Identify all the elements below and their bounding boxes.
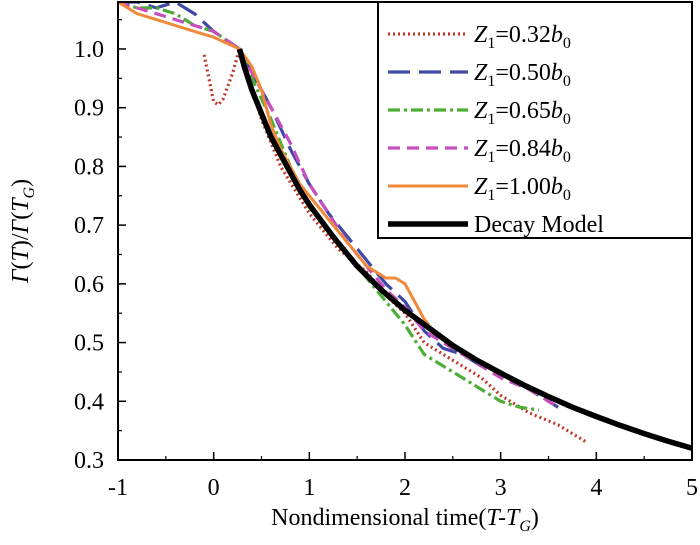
x-tick-label: 5 [686,475,698,501]
x-ticks: -1 0 1 2 3 4 5 [108,452,698,501]
y-tick-label: 0.3 [74,448,104,474]
x-tick-label: 3 [495,475,507,501]
legend-label-4: Z1=0.84b0 [474,136,571,166]
y-axis-title: Γ(T)/Γ(TG) [8,179,38,284]
legend-label-2: Z1=0.50b0 [474,60,571,90]
x-tick-label: -1 [108,475,128,501]
y-tick-label: 1.0 [74,37,104,63]
y-tick-label: 0.5 [74,331,104,357]
series-layer [118,2,692,451]
series-line-5 [118,2,431,326]
x-tick-label: 0 [208,475,220,501]
y-tick-label: 0.6 [74,272,104,298]
legend-label-5: Z1=1.00b0 [474,174,571,204]
legend-label-1: Z1=0.32b0 [474,22,571,52]
x-tick-label: 1 [303,475,315,501]
y-tick-label: 0.4 [74,389,104,415]
legend-box [377,1,693,239]
legend-label-3: Z1=0.65b0 [474,98,571,128]
series-line-6 [236,48,692,451]
legend-label-6: Decay Model [474,212,604,238]
y-tick-label: 0.8 [74,154,104,180]
legend: Z1=0.32b0 Z1=0.50b0 Z1=0.65b0 Z1=0.84b0 Z1=1… [377,1,693,239]
series-line-1 [202,47,588,444]
x-tick-label: 4 [590,475,602,501]
y-tick-label: 0.9 [74,96,104,122]
y-ticks: 0.3 0.4 0.5 0.6 0.7 0.8 0.9 1.0 [74,19,126,474]
x-axis-title: Nondimensional time(T-TG) [271,505,539,535]
series-line-3 [118,2,540,412]
y-tick-label: 0.7 [74,213,104,239]
x-tick-label: 2 [399,475,411,501]
